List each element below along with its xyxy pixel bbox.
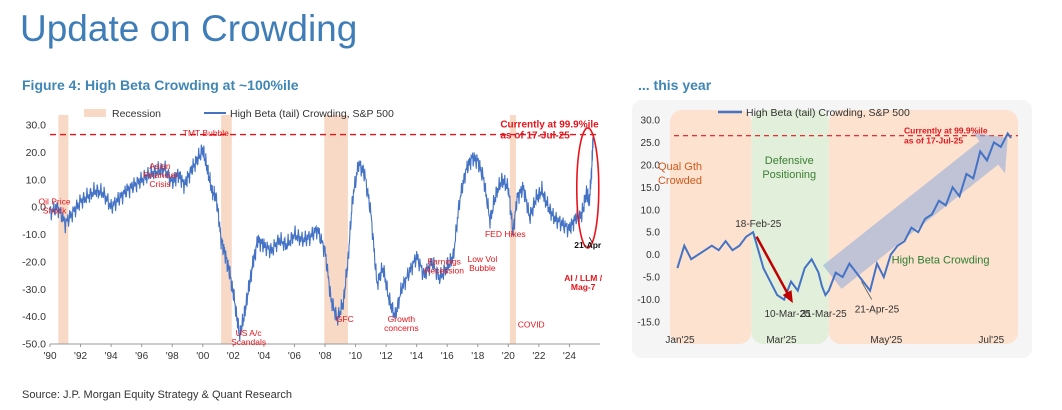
ytd-crowding-chart: 30.0 25.0 20.0 15.0 10.0 5.0 0.0 -5.0 -10.0 -15.0… <box>632 100 1032 358</box>
figure-this-year-title: ... this year <box>638 77 712 93</box>
annotation-label: 18-Feb-25 <box>735 219 782 230</box>
drawdown-arrow-head <box>782 290 793 304</box>
annotation-label: Oil Price Shock <box>39 196 71 215</box>
y-tick-label: 20.0 <box>26 147 47 159</box>
x-tick-label: '02 <box>227 351 240 362</box>
y-tick-label: -5.0 <box>643 273 661 284</box>
x-tick-label: '92 <box>74 351 87 362</box>
legend-recession-swatch <box>84 109 106 117</box>
x-tick-label: '14 <box>410 351 423 362</box>
crowding-series-line <box>676 131 1012 302</box>
legend-recession-label: Recession <box>112 108 161 120</box>
x-tick-label: '00 <box>196 351 209 362</box>
x-tick-label: Jul'25 <box>978 335 1004 346</box>
x-tick-label: Mar'25 <box>766 335 797 346</box>
x-tick-label: '94 <box>105 351 118 362</box>
y-tick-label: 15.0 <box>641 183 661 194</box>
annotation-label: COVID <box>518 320 545 330</box>
x-tick-label: '96 <box>135 351 148 362</box>
annotation-label: Low Vol Bubble <box>467 254 497 273</box>
x-tick-label: '04 <box>257 351 270 362</box>
annotation-label: 21-Apr-25 <box>855 305 900 316</box>
x-tick-label: '12 <box>380 351 393 362</box>
y-tick-label: 0.0 <box>31 202 46 214</box>
x-tick-label: Jan'25 <box>665 335 695 346</box>
region-label: Defensive Positioning <box>762 155 816 181</box>
region-band <box>751 110 829 344</box>
legend-series-label: High Beta (tail) Crowding, S&P 500 <box>230 108 394 120</box>
page-title: Update on Crowding <box>20 8 358 49</box>
x-tick-label: '06 <box>288 351 301 362</box>
y-tick-label: 25.0 <box>641 138 661 149</box>
recession-band <box>221 115 232 344</box>
crowding-series-line <box>49 135 594 341</box>
annotation-label: AI / LLM / Mag-7 <box>564 273 602 292</box>
y-tick-label: 10.0 <box>26 174 47 186</box>
annotation-label: FED Hikes <box>485 229 526 239</box>
x-tick-label: '18 <box>471 351 484 362</box>
y-tick-label: -50.0 <box>22 339 46 351</box>
x-tick-label: '10 <box>349 351 362 362</box>
y-tick-label: 10.0 <box>641 205 661 216</box>
y-tick-label: 0.0 <box>646 250 660 261</box>
y-tick-label: -10.0 <box>22 229 46 241</box>
annotation-label: GFC <box>336 314 354 324</box>
x-tick-label: '08 <box>318 351 331 362</box>
figure-4-title: Figure 4: High Beta Crowding at ~100%ile <box>22 77 299 93</box>
ytd-chart-svg: 30.0 25.0 20.0 15.0 10.0 5.0 0.0 -5.0 -10.0 -15.0… <box>637 107 1018 346</box>
annotation-label: 10-Mar-25 <box>764 309 811 320</box>
y-tick-label: -40.0 <box>22 311 46 323</box>
annotation-label: Currently at 99.9%ile as of 17-Jul-25 <box>500 120 599 142</box>
annotation-label: Currently at 99.9%ile as of 17-Jul-25 <box>904 125 988 145</box>
region-label: High Beta Crowding <box>892 255 990 267</box>
annotation-pointer <box>861 281 873 300</box>
x-tick-label: May'25 <box>870 335 902 346</box>
y-tick-label: -30.0 <box>22 284 46 296</box>
annotation-label: TMT Bubble <box>183 128 229 138</box>
highlight-ellipse <box>575 127 600 249</box>
region-label: Qual Gth Crowded <box>658 161 702 187</box>
annotation-label: Asian Financial Crisis <box>143 161 177 189</box>
y-tick-label: -15.0 <box>637 318 660 329</box>
annotation-label: Earnings Recession <box>424 257 464 276</box>
x-tick-label: '16 <box>441 351 454 362</box>
trend-arrow <box>822 132 1008 289</box>
annotation-label: US A/c Scandals <box>231 328 266 347</box>
x-tick-label: '90 <box>43 351 56 362</box>
y-tick-label: 5.0 <box>646 228 660 239</box>
x-tick-label: '24 <box>563 351 576 362</box>
y-tick-label: 20.0 <box>641 160 661 171</box>
x-tick-label: '98 <box>166 351 179 362</box>
drawdown-arrow-shaft <box>755 236 793 301</box>
long-term-crowding-chart: 30.0 20.0 10.0 0.0 -10.0 -20.0 -30.0 -40.0 -50.0… <box>22 100 612 380</box>
recession-band <box>58 115 69 344</box>
x-tick-label: '20 <box>502 351 515 362</box>
y-tick-label: 30.0 <box>26 120 47 132</box>
long-term-chart-svg: 30.0 20.0 10.0 0.0 -10.0 -20.0 -30.0 -40.0 -50.0… <box>22 108 603 362</box>
region-band <box>670 110 752 344</box>
y-tick-label: -20.0 <box>22 256 46 268</box>
legend-series-label: High Beta (tail) Crowding, S&P 500 <box>746 107 910 119</box>
annotation-pointer <box>588 237 593 243</box>
source-note: Source: J.P. Morgan Equity Strategy & Qu… <box>22 389 293 401</box>
annotation-label: 31-Mar-25 <box>801 309 848 320</box>
annotation-label: 21-Apr <box>574 240 602 250</box>
y-tick-label: 30.0 <box>641 116 661 127</box>
y-tick-label: -10.0 <box>637 295 660 306</box>
annotation-label: Growth concerns <box>384 314 419 333</box>
x-tick-label: '22 <box>532 351 545 362</box>
